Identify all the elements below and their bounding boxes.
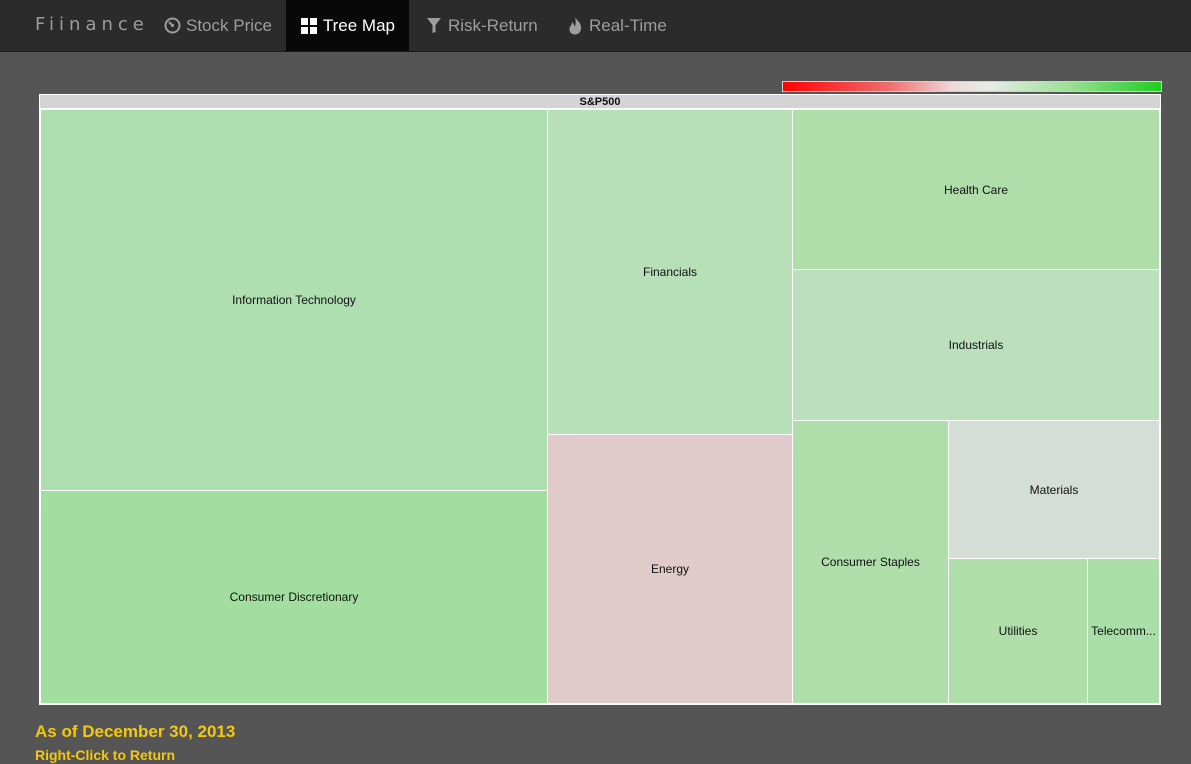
color-scale-legend xyxy=(782,81,1162,92)
cell-label: Information Technology xyxy=(232,293,356,307)
treemap-cell-telecommunications[interactable]: Telecomm... xyxy=(1087,558,1160,704)
treemap-cell-consumer-staples[interactable]: Consumer Staples xyxy=(792,420,949,704)
dashboard-icon xyxy=(163,17,181,35)
nav-item-stock-price[interactable]: Stock Price xyxy=(149,0,286,51)
filter-icon xyxy=(425,17,443,35)
nav-item-risk-return[interactable]: Risk-Return xyxy=(411,0,552,51)
cell-label: Materials xyxy=(1029,482,1079,497)
cell-label: Financials xyxy=(642,265,698,279)
cell-label: Energy xyxy=(650,562,690,576)
treemap-cell-utilities[interactable]: Utilities xyxy=(948,558,1088,704)
nav-item-label: Real-Time xyxy=(589,15,667,35)
cell-label: Utilities xyxy=(998,624,1038,638)
nav-item-label: Stock Price xyxy=(186,15,272,35)
right-click-hint: Right-Click to Return xyxy=(35,747,175,763)
treemap-cell-information-technology[interactable]: Information Technology xyxy=(40,109,548,491)
fire-icon xyxy=(566,16,584,35)
nav-item-label: Tree Map xyxy=(322,15,395,35)
cell-label: Industrials xyxy=(948,338,1004,352)
nav-item-real-time[interactable]: Real-Time xyxy=(552,0,681,51)
cell-label: Telecomm... xyxy=(1091,624,1156,638)
cell-label: Health Care xyxy=(943,182,1009,197)
treemap-cell-energy[interactable]: Energy xyxy=(547,434,793,704)
treemap: S&P500 Information Technology Consumer D… xyxy=(39,94,1161,705)
cell-label: Consumer Staples xyxy=(821,555,920,569)
nav-item-label: Risk-Return xyxy=(448,15,538,35)
cell-label: Consumer Discretionary xyxy=(229,590,359,604)
treemap-root-header[interactable]: S&P500 xyxy=(40,95,1160,108)
nav-item-tree-map[interactable]: Tree Map xyxy=(286,0,409,51)
treemap-cell-health-care[interactable]: Health Care xyxy=(792,109,1160,270)
treemap-cell-consumer-discretionary[interactable]: Consumer Discretionary xyxy=(40,490,548,704)
treemap-cell-financials[interactable]: Financials xyxy=(547,109,793,435)
grid-icon xyxy=(300,17,318,35)
brand-logo[interactable]: Fiinance xyxy=(35,14,149,35)
as-of-date: As of December 30, 2013 xyxy=(35,722,236,741)
treemap-cell-industrials[interactable]: Industrials xyxy=(792,269,1160,421)
navbar: Fiinance Stock Price Tree Map xyxy=(0,0,1191,52)
treemap-cell-materials[interactable]: Materials xyxy=(948,420,1160,559)
